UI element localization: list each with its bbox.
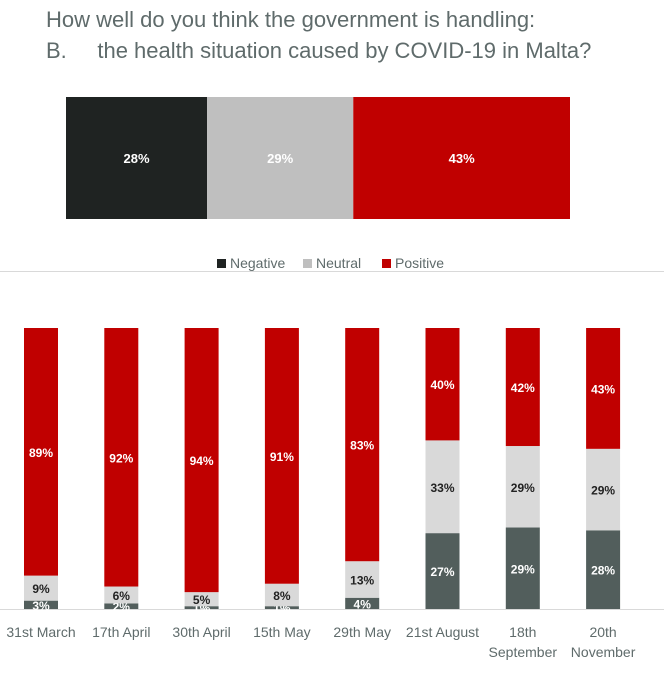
chart-title: How well do you think the government is … <box>46 4 591 66</box>
title-line-2: B. the health situation caused by COVID-… <box>46 38 592 63</box>
data-label-positive: 43% <box>591 382 615 396</box>
data-label-negative: 27% <box>430 565 454 579</box>
bar-negative <box>104 603 139 609</box>
x-tick-label: 18th <box>509 624 536 640</box>
data-label-positive: 94% <box>190 454 214 468</box>
data-label-negative: 4% <box>354 597 372 611</box>
bar-neutral <box>184 592 219 607</box>
data-label-positive: 89% <box>29 446 53 460</box>
bar-positive <box>24 328 58 576</box>
bar-negative <box>24 600 58 609</box>
legend-swatch-neutral <box>303 259 312 268</box>
data-label-positive: 91% <box>270 450 294 464</box>
data-label-negative: 28% <box>591 564 615 578</box>
legend-label-neutral: Neutral <box>316 255 361 271</box>
x-tick-label: 17th April <box>92 624 150 640</box>
summary-label-neutral: 29% <box>267 151 293 166</box>
summary-bar-negative <box>66 97 208 219</box>
data-label-positive: 92% <box>109 451 133 465</box>
bar-negative <box>505 527 540 609</box>
data-label-positive: 40% <box>430 378 454 392</box>
summary-label-positive: 43% <box>449 151 475 166</box>
x-tick-label: 15th May <box>253 624 311 640</box>
data-label-neutral: 6% <box>113 589 131 603</box>
bar-neutral <box>586 448 621 531</box>
data-label-negative: 29% <box>511 562 535 576</box>
bar-positive <box>586 328 621 449</box>
bar-neutral <box>24 575 58 601</box>
x-tick-label: 30th April <box>172 624 230 640</box>
x-tick-label: 20th <box>589 624 616 640</box>
x-tick-label: 31st March <box>6 624 75 640</box>
legend-label-positive: Positive <box>395 255 444 271</box>
summary-bar-neutral <box>207 97 354 219</box>
x-tick-label: 21st August <box>406 624 479 640</box>
data-label-negative: 2% <box>113 600 131 614</box>
bar-neutral <box>104 586 139 604</box>
summary-bar-positive <box>353 97 570 219</box>
bar-positive <box>184 328 219 593</box>
bar-negative <box>586 530 621 609</box>
bar-positive <box>104 328 139 587</box>
data-label-positive: 42% <box>511 381 535 395</box>
legend-label-negative: Negative <box>230 255 285 271</box>
data-label-negative: 3% <box>32 599 50 613</box>
bar-neutral <box>264 583 299 607</box>
bar-positive <box>505 328 540 447</box>
x-tick-label: November <box>571 644 636 660</box>
bar-negative <box>425 533 460 609</box>
data-label-neutral: 33% <box>430 481 454 495</box>
x-tick-label: September <box>489 644 558 660</box>
data-label-neutral: 13% <box>350 573 374 587</box>
bar-neutral <box>505 446 540 528</box>
data-label-positive: 83% <box>350 439 374 453</box>
bar-negative <box>345 597 380 609</box>
summary-label-negative: 28% <box>124 151 150 166</box>
bar-negative <box>184 606 219 609</box>
data-label-neutral: 9% <box>32 582 50 596</box>
bar-neutral <box>425 440 460 534</box>
x-tick-label: 29th May <box>333 624 391 640</box>
bar-positive <box>425 328 460 441</box>
data-label-neutral: 8% <box>273 589 291 603</box>
bar-neutral <box>345 561 380 598</box>
bar-positive <box>264 328 299 584</box>
legend-swatch-positive <box>382 259 391 268</box>
bar-negative <box>264 606 299 609</box>
data-label-neutral: 29% <box>591 484 615 498</box>
legend-swatch-negative <box>217 259 226 268</box>
bar-positive <box>345 328 380 562</box>
title-line-1: How well do you think the government is … <box>46 7 536 32</box>
data-label-neutral: 29% <box>511 481 535 495</box>
data-label-neutral: 5% <box>193 593 211 607</box>
